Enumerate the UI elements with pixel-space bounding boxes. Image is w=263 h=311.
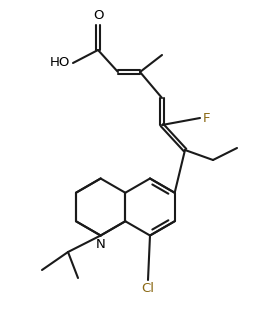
Text: F: F <box>203 112 210 124</box>
Text: HO: HO <box>50 57 70 69</box>
Text: Cl: Cl <box>141 282 154 295</box>
Text: O: O <box>93 9 103 22</box>
Text: N: N <box>96 238 105 250</box>
